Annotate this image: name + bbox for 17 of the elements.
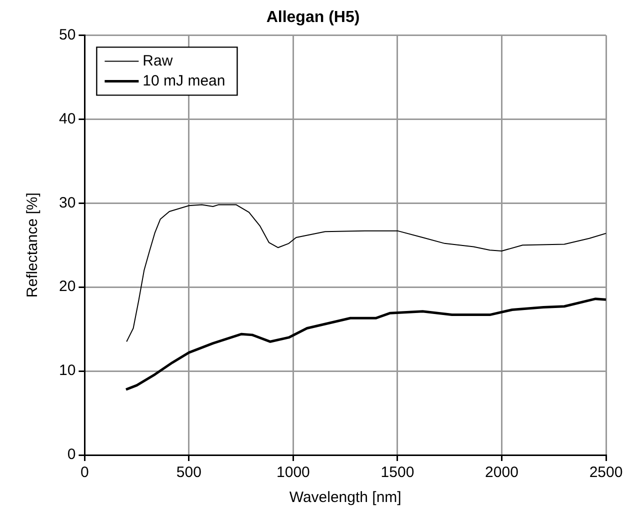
x-tick-label: 2000 <box>485 464 518 482</box>
x-tick-label: 1000 <box>276 464 310 482</box>
legend-label: 10 mJ mean <box>142 72 226 90</box>
y-tick-label: 20 <box>58 278 76 296</box>
y-tick-label: 50 <box>58 26 76 44</box>
legend-label: Raw <box>142 52 173 70</box>
y-tick-label: 0 <box>67 446 76 464</box>
chart-title: Allegan (H5) <box>266 9 360 26</box>
y-tick-label: 10 <box>58 362 76 380</box>
y-tick-label: 40 <box>58 110 76 128</box>
x-tick-label: 0 <box>80 464 89 482</box>
x-axis-title: Wavelength [nm] <box>289 489 402 506</box>
x-tick-label: 500 <box>176 464 202 482</box>
x-tick-label: 2500 <box>589 464 623 482</box>
y-tick-label: 30 <box>58 194 76 212</box>
x-tick-label: 1500 <box>380 464 414 482</box>
y-axis-title: Reflectance [%] <box>24 192 42 298</box>
